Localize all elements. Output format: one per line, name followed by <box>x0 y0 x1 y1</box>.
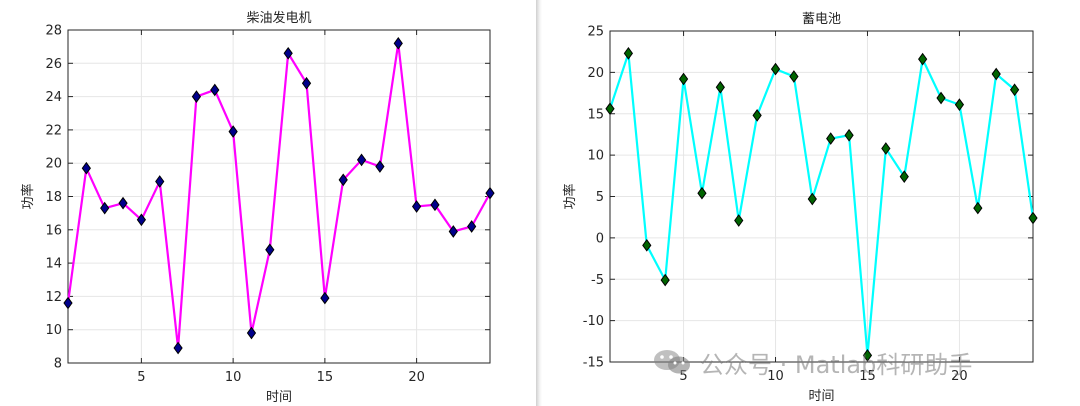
y-tick-label: 12 <box>45 290 62 305</box>
data-point <box>485 186 495 200</box>
data-point <box>430 198 440 212</box>
data-point <box>697 186 707 200</box>
data-point <box>356 153 367 167</box>
data-point <box>936 91 946 105</box>
data-point <box>918 52 928 66</box>
data-point <box>246 326 257 340</box>
y-tick-label: 15 <box>587 107 604 122</box>
data-point <box>881 142 891 155</box>
watermark-text: 公众号 · Matlab科研助手 <box>700 350 973 379</box>
watermark: 公众号 · Matlab科研助手 <box>652 344 972 380</box>
data-point <box>320 291 330 305</box>
y-tick-label: -5 <box>591 273 604 288</box>
data-point <box>63 296 73 310</box>
x-tick-label: 20 <box>951 369 968 384</box>
data-point <box>789 70 799 83</box>
y-tick-label: 14 <box>45 257 62 272</box>
x-tick-label: 5 <box>679 369 687 384</box>
data-point <box>660 273 670 287</box>
data-point <box>642 238 652 252</box>
data-point <box>991 67 1001 81</box>
data-point <box>283 46 293 60</box>
series-line <box>66 43 491 349</box>
y-tick-label: 28 <box>45 24 62 39</box>
x-tick-label: 15 <box>859 369 876 384</box>
data-point <box>844 128 854 142</box>
data-point <box>899 170 909 183</box>
data-point <box>265 243 275 257</box>
data-point <box>191 90 202 103</box>
data-point <box>173 341 183 355</box>
data-point <box>118 196 128 210</box>
data-point <box>100 201 110 215</box>
x-tick-label: 20 <box>408 370 425 385</box>
window-divider <box>536 0 542 406</box>
data-point <box>81 161 91 175</box>
data-point <box>807 192 817 206</box>
x-axis-label: 时间 <box>808 389 834 404</box>
y-axis-label: 功率 <box>20 183 36 209</box>
data-point <box>1009 83 1020 97</box>
y-tick-label: 16 <box>45 223 62 238</box>
data-point <box>862 349 873 362</box>
data-point <box>752 109 762 122</box>
y-tick-label: 10 <box>587 149 604 164</box>
data-point <box>393 36 403 50</box>
data-point <box>678 72 689 86</box>
x-tick-label: 15 <box>317 370 334 385</box>
data-point <box>228 125 238 138</box>
y-tick-label: 20 <box>45 157 62 172</box>
x-axis-label: 时间 <box>266 390 292 405</box>
data-point <box>954 98 965 111</box>
data-point <box>734 214 744 227</box>
data-point <box>826 132 836 145</box>
data-point <box>623 46 634 60</box>
y-tick-label: 22 <box>45 123 62 138</box>
y-axis-label: 功率 <box>562 183 578 209</box>
y-tick-label: 25 <box>587 25 604 40</box>
y-tick-label: 24 <box>45 90 62 105</box>
data-point <box>411 200 422 213</box>
data-point <box>770 62 781 76</box>
data-point <box>1028 211 1038 225</box>
x-tick-label: 10 <box>767 369 784 384</box>
series-line <box>608 52 1035 356</box>
y-tick-label: 10 <box>45 323 62 338</box>
data-point <box>338 173 348 187</box>
y-tick-label: -15 <box>583 356 604 371</box>
y-tick-label: 8 <box>54 357 62 372</box>
data-point <box>973 201 983 215</box>
y-tick-label: 0 <box>596 231 604 246</box>
y-tick-label: 18 <box>45 190 62 205</box>
y-tick-label: -10 <box>583 314 604 329</box>
data-point <box>136 213 147 227</box>
chart-panel-diesel: 5 10 15 20 8 10 12 14 16 18 20 22 24 26 28 柴油发电机时间 功率 <box>0 0 536 406</box>
wechat-icon <box>652 347 692 377</box>
data-point <box>375 160 385 173</box>
y-tick-label: 20 <box>587 66 604 81</box>
x-tick-label: 10 <box>225 370 242 385</box>
y-tick-label: 26 <box>45 57 62 72</box>
chart-panel-battery: 5 10 15 20 -15 -10 -5 0 5 10 15 20 25 蓄电池时间 功率 <box>542 0 1080 406</box>
y-tick-label: 5 <box>596 190 604 205</box>
data-point <box>155 175 165 188</box>
data-point <box>467 220 477 233</box>
x-tick-label: 5 <box>137 370 145 385</box>
data-point <box>605 102 615 116</box>
data-point <box>210 83 220 97</box>
chart-title: 柴油发电机 <box>246 10 311 26</box>
data-point <box>301 76 312 90</box>
chart-title: 蓄电池 <box>802 12 841 27</box>
data-point <box>448 225 458 238</box>
data-point <box>715 80 725 94</box>
